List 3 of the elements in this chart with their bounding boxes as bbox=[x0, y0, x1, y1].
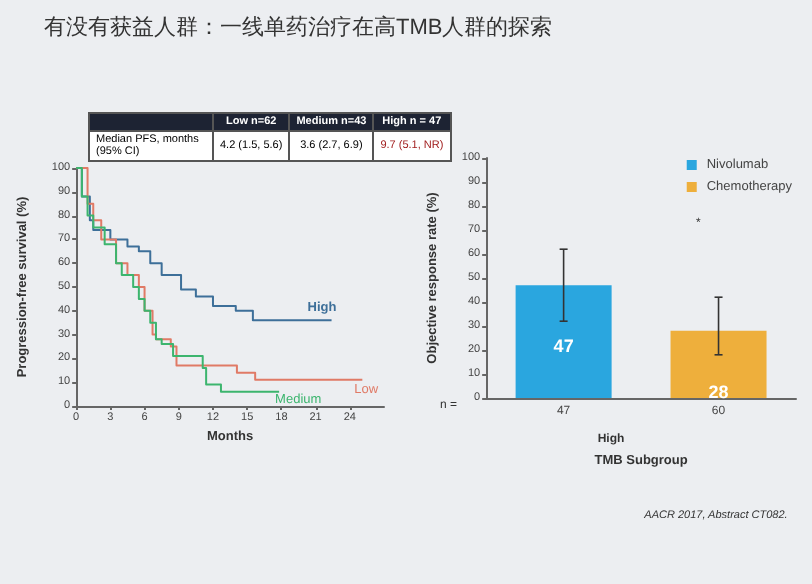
chart-title: 有没有获益人群：一线单药治疗在高TMB人群的探索 bbox=[44, 13, 553, 42]
data-label: 28 bbox=[708, 381, 729, 402]
data-label: 47 bbox=[553, 336, 574, 357]
